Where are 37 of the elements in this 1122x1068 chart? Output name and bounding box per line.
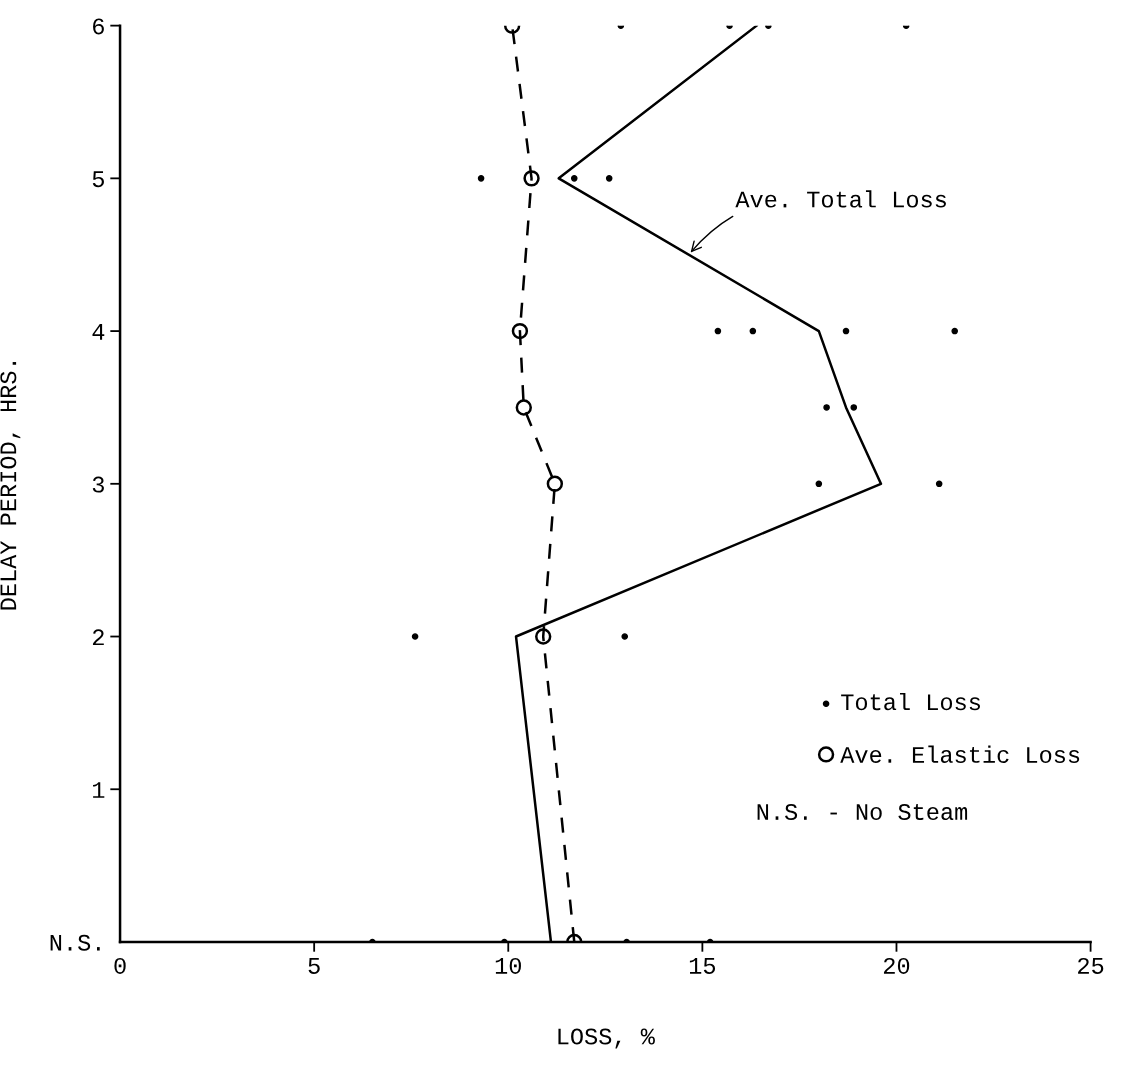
point bbox=[546, 475, 564, 492]
annotation: N.S. - No Steam bbox=[757, 804, 968, 821]
x-tick-label: 25 bbox=[1078, 957, 1104, 974]
y-tick-label: 3 bbox=[92, 476, 104, 493]
point bbox=[842, 327, 850, 335]
x-axis-title: LOSS, % bbox=[558, 1028, 655, 1049]
legend-label: Total Loss bbox=[841, 692, 980, 711]
legend-label: Ave. Elastic Loss bbox=[840, 745, 1080, 763]
y-axis-title: DELAY PERIOD, HRS. bbox=[0, 362, 21, 610]
point bbox=[570, 175, 578, 182]
point bbox=[815, 480, 823, 488]
x-tick-label: 5 bbox=[308, 958, 320, 974]
point bbox=[523, 170, 540, 187]
point bbox=[749, 327, 757, 335]
point bbox=[850, 404, 858, 411]
x-tick-label: 20 bbox=[883, 957, 910, 974]
point bbox=[621, 633, 629, 640]
x-tick-label: 0 bbox=[114, 957, 126, 974]
y-tick-label: 2 bbox=[92, 629, 104, 646]
point bbox=[535, 628, 552, 645]
x-tick-label: 15 bbox=[689, 958, 716, 974]
y-tick-label: N.S. bbox=[50, 934, 100, 951]
y-tick-label: 1 bbox=[93, 782, 105, 798]
point bbox=[823, 404, 830, 411]
y-tick-label: 4 bbox=[92, 324, 105, 340]
y-tick-label: 6 bbox=[93, 18, 104, 35]
text: Ave. Total Loss bbox=[735, 190, 946, 208]
y-tick-label: 5 bbox=[92, 171, 104, 188]
point bbox=[605, 175, 613, 182]
point bbox=[951, 327, 959, 335]
x-tick-label: 10 bbox=[495, 957, 521, 974]
point bbox=[515, 399, 532, 416]
point bbox=[411, 633, 419, 640]
point bbox=[935, 480, 943, 488]
point bbox=[511, 322, 529, 340]
point bbox=[477, 175, 485, 182]
point bbox=[714, 327, 722, 335]
